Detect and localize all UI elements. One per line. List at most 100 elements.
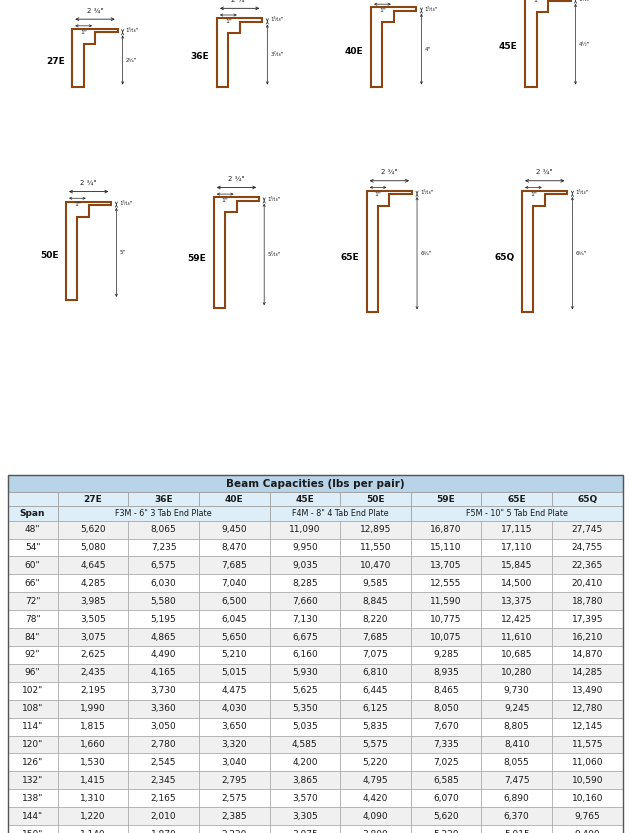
Bar [552, 700, 623, 718]
Bar [552, 718, 623, 736]
Bar [8, 771, 58, 790]
Bar [8, 521, 58, 539]
Bar [8, 506, 58, 521]
Bar [128, 664, 199, 682]
Bar [340, 807, 411, 825]
Bar [58, 611, 128, 628]
Text: 14,285: 14,285 [572, 668, 603, 677]
Bar [58, 682, 128, 700]
Bar [269, 771, 340, 790]
Bar [199, 736, 269, 754]
Bar [481, 718, 552, 736]
Bar [481, 825, 552, 833]
Bar [552, 492, 623, 506]
Bar [552, 556, 623, 575]
Text: 1": 1" [74, 202, 81, 207]
Bar [552, 736, 623, 754]
Text: 3,985: 3,985 [80, 596, 106, 606]
Text: 4,165: 4,165 [151, 668, 176, 677]
Text: 8,805: 8,805 [504, 722, 530, 731]
Text: 12,780: 12,780 [572, 704, 603, 713]
Bar [128, 754, 199, 771]
Bar [340, 611, 411, 628]
Polygon shape [66, 202, 111, 300]
Polygon shape [214, 197, 259, 308]
Bar [8, 807, 58, 825]
Text: 4,090: 4,090 [363, 811, 388, 821]
Bar [552, 825, 623, 833]
Text: 4,420: 4,420 [363, 794, 388, 803]
Text: F3M - 6" 3 Tab End Plate: F3M - 6" 3 Tab End Plate [115, 509, 212, 518]
Bar [58, 575, 128, 592]
Text: 9,035: 9,035 [292, 561, 318, 570]
Bar [411, 718, 481, 736]
Text: 5,650: 5,650 [221, 632, 247, 641]
Text: 10,685: 10,685 [501, 651, 533, 660]
Text: 2,220: 2,220 [221, 830, 247, 833]
Bar [8, 718, 58, 736]
Text: 1": 1" [533, 0, 540, 3]
Bar [481, 664, 552, 682]
Text: 11,090: 11,090 [289, 525, 321, 534]
Text: 2 ¾": 2 ¾" [231, 0, 248, 2]
Text: 9,765: 9,765 [574, 811, 600, 821]
Text: 1,310: 1,310 [80, 794, 106, 803]
Bar [340, 718, 411, 736]
Text: 1,990: 1,990 [80, 704, 106, 713]
Text: Span: Span [20, 509, 45, 518]
Text: 6¾": 6¾" [576, 251, 587, 256]
Polygon shape [367, 191, 412, 312]
Text: 3,730: 3,730 [151, 686, 176, 696]
Text: 17,395: 17,395 [572, 615, 603, 624]
Text: 11,575: 11,575 [572, 740, 603, 749]
Text: 8,470: 8,470 [221, 543, 247, 552]
Text: 5⁷⁄₁₆": 5⁷⁄₁₆" [267, 252, 281, 257]
Text: 18,780: 18,780 [572, 596, 603, 606]
Text: 2,795: 2,795 [221, 776, 247, 785]
Bar [128, 592, 199, 611]
Text: 6¾": 6¾" [420, 251, 431, 256]
Bar [340, 575, 411, 592]
Bar [269, 790, 340, 807]
Text: 1,815: 1,815 [80, 722, 106, 731]
Bar [481, 556, 552, 575]
Text: 22,365: 22,365 [572, 561, 603, 570]
Bar [552, 682, 623, 700]
Text: 15,110: 15,110 [430, 543, 462, 552]
Text: 59E: 59E [187, 254, 206, 263]
Text: 3,800: 3,800 [362, 830, 388, 833]
Text: 10,775: 10,775 [430, 615, 462, 624]
Bar [411, 592, 481, 611]
Text: 8,285: 8,285 [292, 579, 318, 588]
Text: 7,075: 7,075 [362, 651, 388, 660]
Text: 11,550: 11,550 [360, 543, 391, 552]
Bar [481, 771, 552, 790]
Bar [8, 492, 58, 506]
Text: 2,195: 2,195 [80, 686, 106, 696]
Bar [58, 700, 128, 718]
Text: 11,060: 11,060 [572, 758, 603, 767]
Text: 6,585: 6,585 [433, 776, 459, 785]
Bar [128, 575, 199, 592]
Bar [340, 736, 411, 754]
Bar [340, 790, 411, 807]
Bar [58, 592, 128, 611]
Bar [552, 646, 623, 664]
Bar [128, 682, 199, 700]
Text: 5,620: 5,620 [80, 525, 106, 534]
Text: 10,280: 10,280 [501, 668, 532, 677]
Bar [128, 736, 199, 754]
Text: 3,305: 3,305 [292, 811, 318, 821]
Text: 4,585: 4,585 [292, 740, 318, 749]
Text: 1,220: 1,220 [80, 811, 106, 821]
Bar [58, 664, 128, 682]
Text: 8,845: 8,845 [363, 596, 388, 606]
Bar [199, 646, 269, 664]
Text: 4": 4" [425, 47, 431, 52]
Polygon shape [72, 29, 118, 87]
Text: 6,445: 6,445 [363, 686, 388, 696]
Bar [552, 539, 623, 556]
Text: 13,375: 13,375 [501, 596, 533, 606]
Bar [552, 592, 623, 611]
Bar [411, 521, 481, 539]
